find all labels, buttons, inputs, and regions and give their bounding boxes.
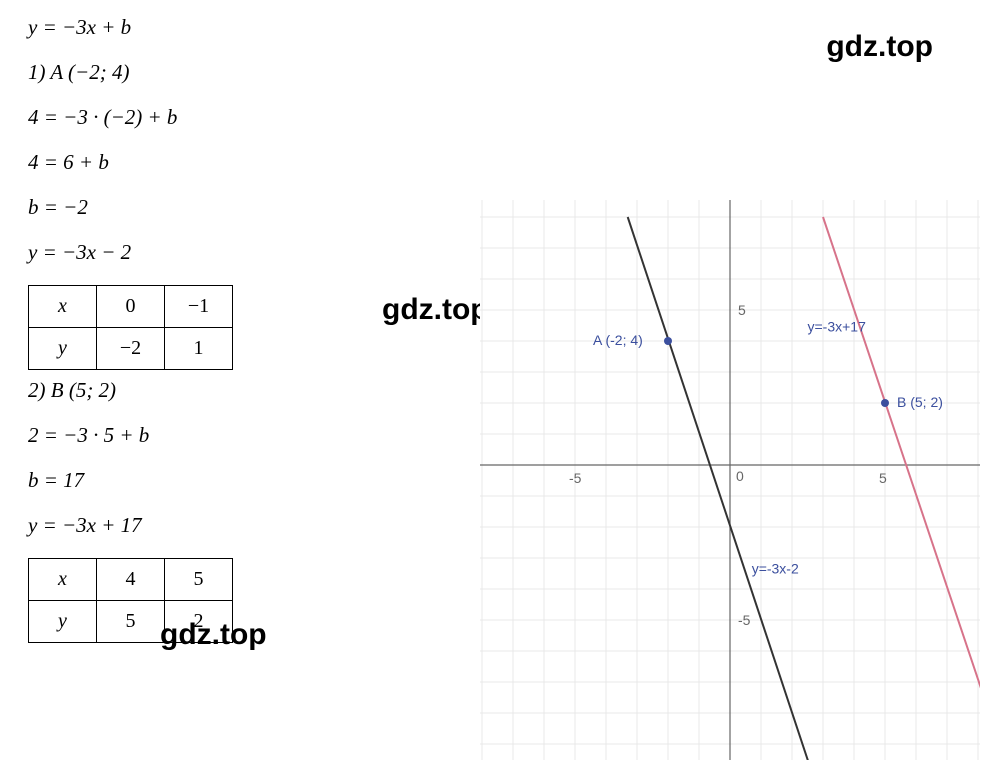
item-1-header: 1) A (−2; 4) — [28, 60, 378, 85]
math-column: y = −3x + b 1) A (−2; 4) 4 = −3 · (−2) +… — [28, 15, 378, 651]
table-cell: 5 — [97, 601, 165, 643]
watermark-2: gdz.top — [160, 618, 267, 652]
svg-text:B (5; 2): B (5; 2) — [897, 394, 943, 410]
table-cell: x — [29, 286, 97, 328]
table-cell: −2 — [97, 328, 165, 370]
page-brand: gdz.top — [826, 30, 933, 64]
table-row: x 0 −1 — [29, 286, 233, 328]
item-2-header: 2) B (5; 2) — [28, 378, 378, 403]
item-1-result: y = −3x − 2 — [28, 240, 378, 265]
table-cell: x — [29, 559, 97, 601]
svg-text:5: 5 — [879, 470, 887, 486]
table-cell: y — [29, 601, 97, 643]
svg-text:y=-3x-2: y=-3x-2 — [752, 561, 799, 577]
item-1-step-2: 4 = 6 + b — [28, 150, 378, 175]
item-2-result: y = −3x + 17 — [28, 513, 378, 538]
table-cell: 5 — [165, 559, 233, 601]
equation-main: y = −3x + b — [28, 15, 378, 40]
chart-svg: 0 -5 5 5 -5 A (-2; 4) B (5; 2) y=-3x+17 y=-3x-2 — [480, 200, 980, 760]
svg-text:5: 5 — [738, 302, 746, 318]
table-cell: −1 — [165, 286, 233, 328]
table-cell: 4 — [97, 559, 165, 601]
svg-text:-5: -5 — [738, 612, 751, 628]
svg-text:A (-2; 4): A (-2; 4) — [593, 332, 643, 348]
table-1: x 0 −1 y −2 1 — [28, 285, 233, 370]
watermark-1: gdz.top — [382, 293, 489, 327]
coordinate-chart: 0 -5 5 5 -5 A (-2; 4) B (5; 2) y=-3x+17 y=-3x-2 — [480, 200, 980, 760]
table-row: x 4 5 — [29, 559, 233, 601]
table-cell: y — [29, 328, 97, 370]
table-cell: 0 — [97, 286, 165, 328]
table-cell: 1 — [165, 328, 233, 370]
item-2-step-1: 2 = −3 · 5 + b — [28, 423, 378, 448]
item-1-step-1: 4 = −3 · (−2) + b — [28, 105, 378, 130]
svg-text:-5: -5 — [569, 470, 582, 486]
item-1-step-3: b = −2 — [28, 195, 378, 220]
svg-text:y=-3x+17: y=-3x+17 — [808, 319, 867, 335]
svg-text:0: 0 — [736, 468, 744, 484]
item-2-step-2: b = 17 — [28, 468, 378, 493]
table-row: y −2 1 — [29, 328, 233, 370]
